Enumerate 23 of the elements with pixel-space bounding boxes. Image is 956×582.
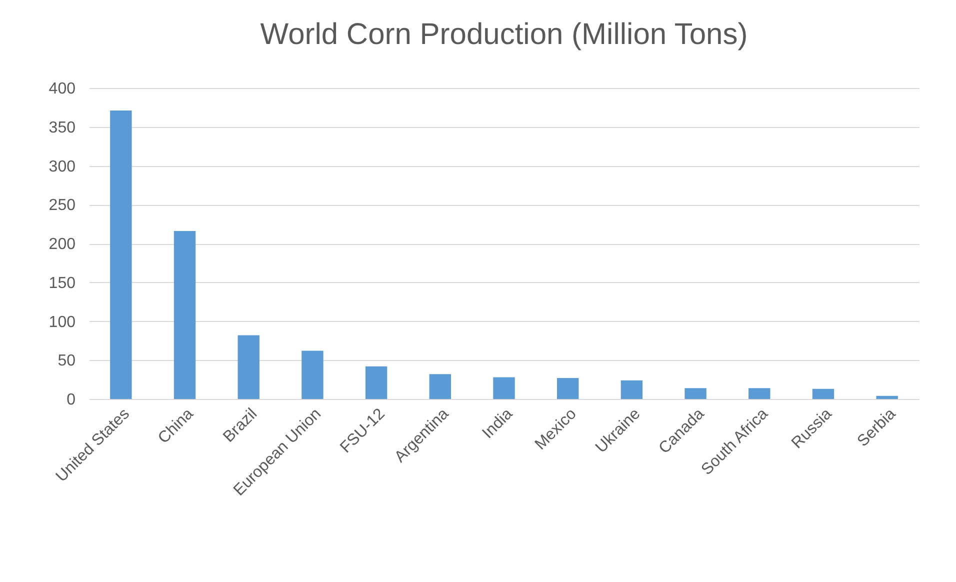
bar xyxy=(174,231,196,399)
bar xyxy=(812,388,834,399)
bar xyxy=(302,350,324,399)
bar xyxy=(748,388,770,399)
bar xyxy=(429,374,452,399)
y-tick-label: 50 xyxy=(58,352,76,370)
y-tick-label: 300 xyxy=(48,158,76,176)
bar xyxy=(684,388,706,399)
bar xyxy=(238,335,260,399)
bar xyxy=(365,366,388,399)
bar xyxy=(110,110,132,399)
y-tick-label: 150 xyxy=(48,274,76,292)
bar xyxy=(620,380,643,399)
y-tick-label: 100 xyxy=(48,314,76,331)
bar xyxy=(556,378,579,399)
y-tick-label: 0 xyxy=(66,392,76,408)
bar xyxy=(876,396,898,399)
bar xyxy=(493,377,515,399)
y-tick-label: 350 xyxy=(48,119,76,136)
y-tick-label: 400 xyxy=(48,80,76,98)
y-tick-label: 200 xyxy=(48,236,76,253)
chart-title: World Corn Production (Million Tons) xyxy=(260,18,748,51)
y-tick-label: 250 xyxy=(48,197,76,214)
